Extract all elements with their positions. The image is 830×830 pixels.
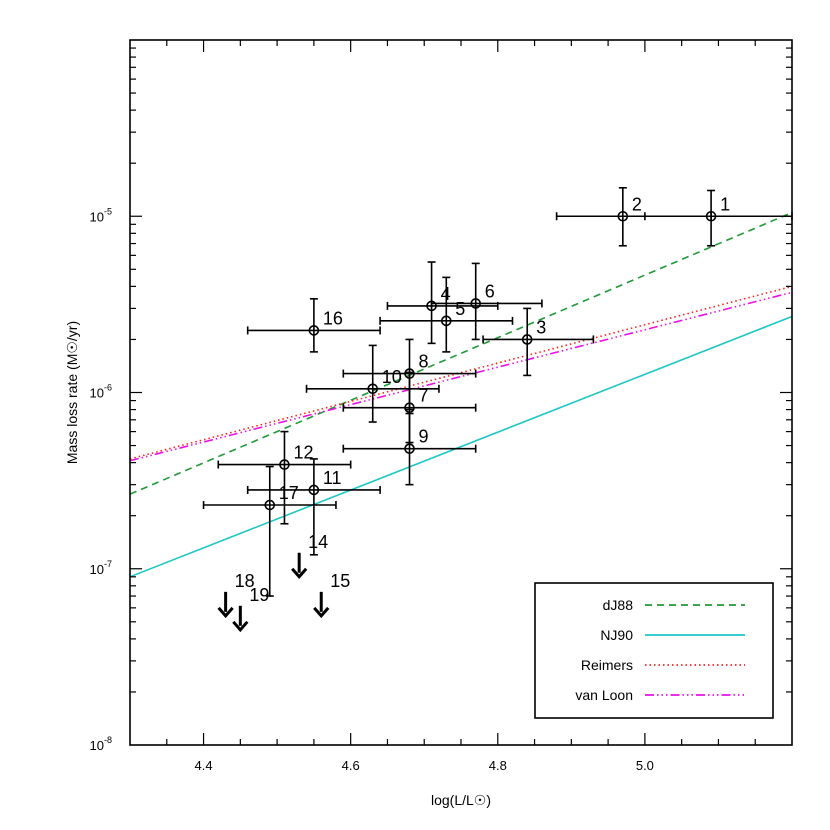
legend-box (534, 582, 774, 719)
x-tick-label: 4.6 (342, 758, 360, 773)
point-marker (470, 298, 482, 309)
point-label: 1 (720, 194, 730, 214)
data-point-3: 3 (482, 307, 595, 377)
x-tick-label: 4.4 (195, 758, 213, 773)
point-label: 15 (330, 571, 350, 591)
series-line-dj88 (130, 211, 792, 495)
point-marker (264, 499, 276, 511)
arrow-head (313, 606, 330, 619)
point-label: 17 (279, 483, 299, 503)
x-tick-label: 4.8 (489, 758, 507, 773)
data-point-10: 10 (305, 344, 440, 423)
upper-limit-19: 19 (232, 585, 269, 633)
point-label: 8 (419, 352, 429, 372)
point-label: 9 (419, 427, 429, 447)
legend-item-reimers: Reimers (581, 657, 745, 673)
arrow-head (232, 620, 249, 633)
y-axis-title: Mass loss rate (M☉/yr) (64, 321, 80, 464)
point-label: 5 (455, 299, 465, 319)
point-label: 19 (249, 585, 269, 605)
point-marker (617, 210, 629, 222)
point-label: 2 (632, 194, 642, 214)
point-marker (440, 315, 452, 327)
point-marker (404, 368, 415, 379)
x-tick-label: 5.0 (636, 758, 654, 773)
upper-limit-15: 15 (313, 571, 350, 619)
upper-limit-14: 14 (291, 532, 328, 580)
point-label: 16 (323, 308, 343, 328)
legend-item-van-loon: van Loon (575, 687, 745, 703)
point-marker (367, 383, 379, 395)
point-label: 3 (536, 317, 546, 337)
point-marker (308, 484, 320, 496)
data-point-6: 6 (430, 262, 543, 341)
x-axis-title: log(L/L☉) (431, 792, 491, 808)
legend-item-dj88: dJ88 (603, 597, 745, 613)
legend-label: NJ90 (600, 627, 633, 643)
data-point-5: 5 (379, 276, 514, 353)
data-point-16: 16 (246, 298, 381, 353)
point-label: 18 (235, 571, 255, 591)
y-tick-label: 10-6 (90, 383, 112, 401)
series-line-nj90 (130, 315, 792, 578)
data-point-2: 2 (555, 187, 712, 247)
point-marker (521, 334, 533, 345)
legend-item-nj90: NJ90 (600, 627, 745, 643)
point-marker (404, 443, 415, 454)
point-label: 10 (382, 367, 402, 387)
point-label: 6 (485, 281, 495, 301)
legend-label: Reimers (581, 657, 633, 673)
legend-label: dJ88 (603, 597, 634, 613)
data-point-9: 9 (342, 412, 477, 486)
plot-area: 123456789101112161714151819 (130, 187, 793, 633)
legend-label: van Loon (575, 687, 633, 703)
series-line-van-loon (130, 291, 792, 462)
point-label: 14 (308, 532, 328, 552)
model-lines (130, 211, 792, 578)
data-point-1: 1 (644, 189, 793, 247)
point-label: 7 (419, 386, 429, 406)
upper-limit-18: 18 (217, 571, 255, 619)
data-point-17: 17 (202, 465, 337, 597)
point-label: 11 (323, 468, 342, 488)
point-marker (279, 459, 290, 470)
data-point-8: 8 (342, 338, 477, 411)
legend: dJ88 NJ90 Reimers van Loon (534, 582, 774, 719)
series-line-reimers (130, 285, 792, 460)
y-tick-label: 10-7 (90, 559, 112, 577)
arrow-head (291, 567, 308, 580)
data-point-12: 12 (217, 430, 352, 525)
arrow-head (217, 606, 234, 619)
point-marker (308, 325, 320, 336)
point-label: 12 (293, 443, 313, 463)
y-tick-label: 10-5 (90, 206, 112, 224)
y-tick-label: 10-8 (90, 735, 112, 753)
